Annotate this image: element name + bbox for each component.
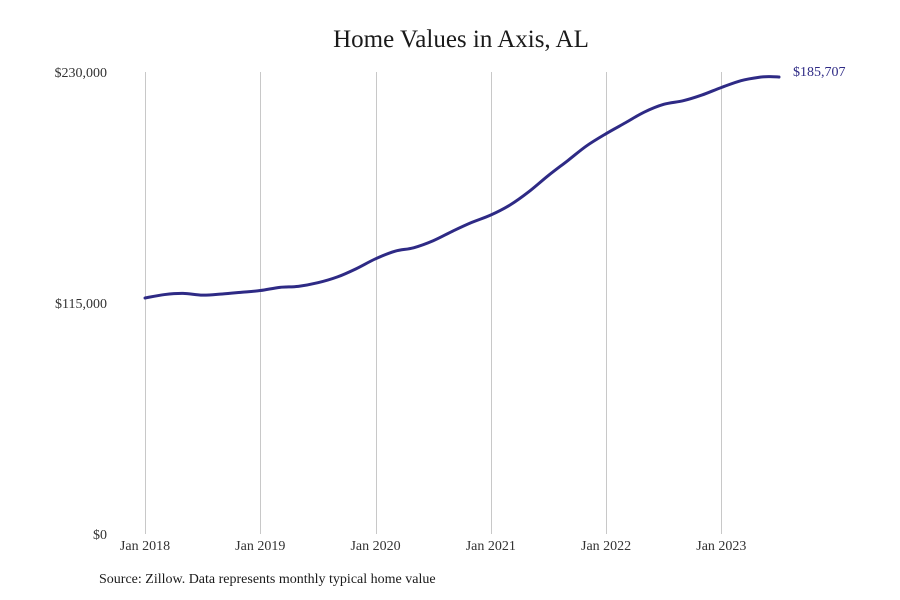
x-tick-label: Jan 2018 [120,539,170,554]
y-tick-label: $115,000 [55,297,107,312]
x-tick-label: Jan 2021 [466,539,516,554]
chart-title: Home Values in Axis, AL [333,26,589,53]
x-tick-label: Jan 2020 [350,539,400,554]
last-value-label: $185,707 [793,65,846,80]
grid-lines [145,72,722,534]
y-tick-label: $230,000 [55,66,108,81]
x-tick-label: Jan 2023 [696,539,746,554]
x-tick-label: Jan 2019 [235,539,285,554]
source-note: Source: Zillow. Data represents monthly … [99,572,436,587]
series-layer [143,75,781,300]
y-tick-label: $0 [93,528,107,543]
x-axis-tick-labels: Jan 2018 Jan 2019 Jan 2020 Jan 2021 Jan 2022… [120,539,747,554]
x-tick-label: Jan 2022 [581,539,631,554]
home-value-line [143,75,781,300]
y-axis-tick-labels: $0 $115,000 $230,000 [55,66,108,543]
